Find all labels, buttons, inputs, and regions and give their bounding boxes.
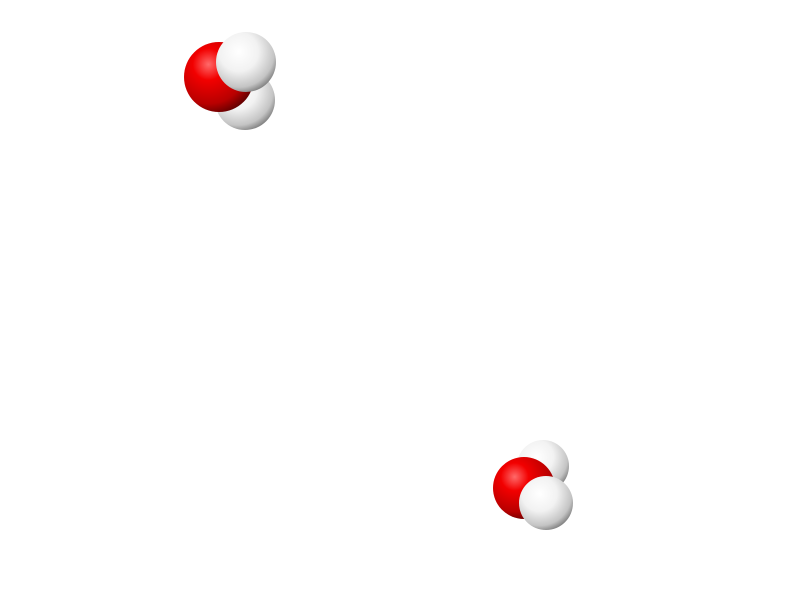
water-molecule-1 (184, 32, 276, 130)
hydrogen-atom (519, 476, 573, 530)
water-molecule-2 (493, 440, 573, 530)
hydrogen-atom (216, 32, 276, 92)
